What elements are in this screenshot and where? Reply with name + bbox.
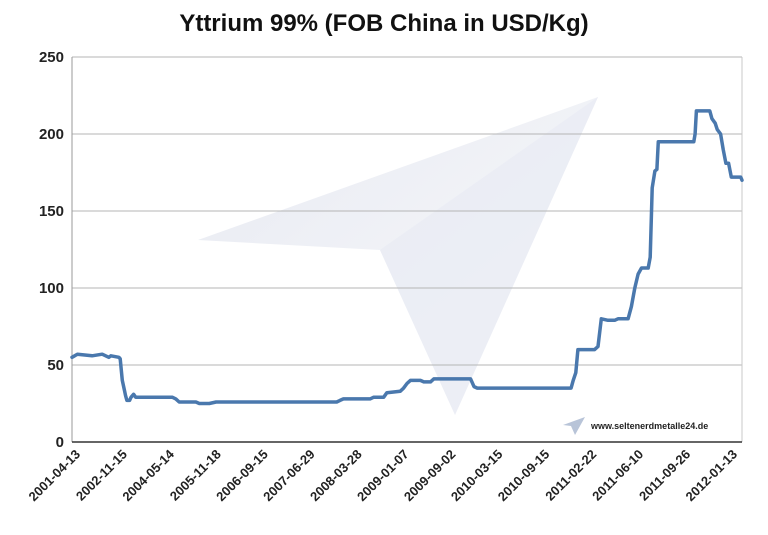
y-tick-label: 100 xyxy=(39,280,64,297)
watermark-arrow-shade xyxy=(380,97,598,415)
chart-title: Yttrium 99% (FOB China in USD/Kg) xyxy=(179,10,589,37)
watermark-url: www.seltenerdmetalle24.de xyxy=(590,421,708,431)
y-tick-label: 0 xyxy=(56,434,64,451)
watermark-logo-icon xyxy=(563,417,585,435)
y-tick-label: 200 xyxy=(39,126,64,143)
y-tick-label: 250 xyxy=(39,49,64,66)
y-tick-label: 150 xyxy=(39,203,64,220)
watermark: www.seltenerdmetalle24.de xyxy=(563,417,708,435)
y-tick-label: 50 xyxy=(47,357,64,374)
series-line-0 xyxy=(70,109,744,406)
